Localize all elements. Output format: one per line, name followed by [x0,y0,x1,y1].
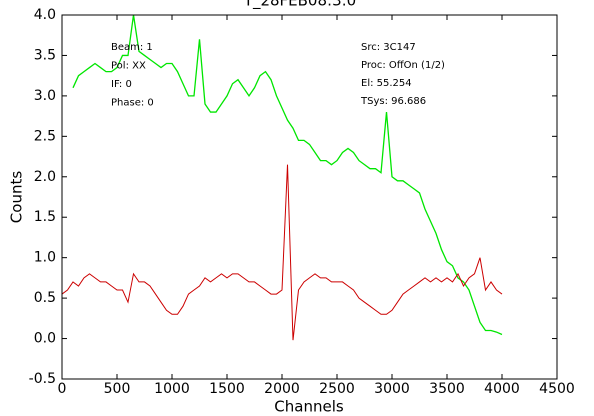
x-tick-label: 1000 [154,381,190,397]
x-tick-label: 500 [104,381,131,397]
x-tick-label: 3000 [374,381,410,397]
annotation: Beam: 1 [111,42,153,53]
annotation: IF: 0 [111,79,132,90]
y-tick-label: 3.0 [34,88,56,104]
series-line [72,14,503,336]
y-tick-label: 4.0 [34,7,56,23]
annotation: El: 55.254 [361,78,412,89]
x-tick-label: 2000 [264,381,300,397]
y-tick-label: 0.5 [34,290,56,306]
x-tick-label: 4000 [484,381,520,397]
x-tick-label: 0 [58,381,67,397]
y-tick-label: -0.5 [29,371,56,387]
annotation: Src: 3C147 [361,42,416,53]
annotation: Pol: XX [111,61,146,72]
plot-frame [61,14,558,380]
annotation: Phase: 0 [111,98,154,109]
x-axis-label: Channels [274,398,344,416]
y-tick-label: 2.0 [34,169,56,185]
chart-title: T_28FEB08:3:0 [243,0,356,11]
series-line [61,164,503,341]
y-tick-label: 0.0 [34,331,56,347]
y-tick-label: 1.0 [34,250,56,266]
x-tick-label: 1500 [209,381,245,397]
y-axis-label: Counts [8,171,26,224]
y-tick-label: 2.5 [34,128,56,144]
x-tick-label: 2500 [319,381,355,397]
x-tick-label: 4500 [539,381,575,397]
annotation: TSys: 96.686 [360,96,426,107]
y-tick-label: 1.5 [34,209,56,225]
annotation: Proc: OffOn (1/2) [361,60,445,71]
y-tick-label: 3.5 [34,47,56,63]
x-tick-label: 3500 [429,381,465,397]
